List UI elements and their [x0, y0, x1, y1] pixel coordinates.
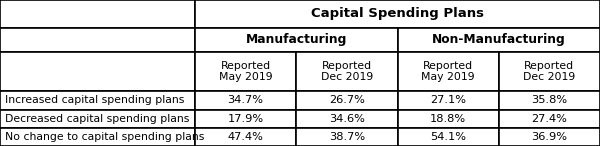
Bar — [0, 128, 195, 146]
Bar — [499, 91, 600, 110]
Text: Decreased capital spending plans: Decreased capital spending plans — [5, 114, 189, 124]
Text: Non-Manufacturing: Non-Manufacturing — [432, 33, 566, 46]
Text: 36.9%: 36.9% — [532, 132, 568, 142]
Text: Increased capital spending plans: Increased capital spending plans — [5, 95, 184, 105]
Bar — [195, 128, 296, 146]
Text: No change to capital spending plans: No change to capital spending plans — [5, 132, 204, 142]
Bar — [195, 110, 296, 128]
Text: Reported
May 2019: Reported May 2019 — [219, 61, 272, 82]
Text: 26.7%: 26.7% — [329, 95, 365, 105]
Bar — [499, 128, 600, 146]
Bar — [398, 91, 499, 110]
Text: Reported
May 2019: Reported May 2019 — [421, 61, 475, 82]
Text: 27.1%: 27.1% — [430, 95, 466, 105]
Bar — [398, 110, 499, 128]
Bar — [398, 128, 499, 146]
Text: 18.8%: 18.8% — [430, 114, 466, 124]
Text: 35.8%: 35.8% — [532, 95, 568, 105]
Text: 34.7%: 34.7% — [227, 95, 263, 105]
Bar — [0, 0, 195, 28]
Bar — [499, 110, 600, 128]
Text: Reported
Dec 2019: Reported Dec 2019 — [523, 61, 575, 82]
Bar — [296, 110, 398, 128]
Bar — [0, 28, 195, 52]
Bar — [0, 91, 195, 110]
Bar — [296, 91, 398, 110]
Bar — [296, 128, 398, 146]
Bar — [195, 0, 600, 28]
Text: 27.4%: 27.4% — [532, 114, 568, 124]
Text: 34.6%: 34.6% — [329, 114, 365, 124]
Bar — [0, 52, 195, 91]
Text: 47.4%: 47.4% — [227, 132, 263, 142]
Text: Capital Spending Plans: Capital Spending Plans — [311, 7, 484, 20]
Bar — [195, 52, 296, 91]
Bar — [398, 28, 600, 52]
Text: 54.1%: 54.1% — [430, 132, 466, 142]
Bar — [296, 52, 398, 91]
Bar — [0, 110, 195, 128]
Bar — [499, 52, 600, 91]
Text: 17.9%: 17.9% — [227, 114, 263, 124]
Bar — [195, 91, 296, 110]
Text: 38.7%: 38.7% — [329, 132, 365, 142]
Bar — [195, 28, 398, 52]
Text: Manufacturing: Manufacturing — [245, 33, 347, 46]
Bar — [398, 52, 499, 91]
Text: Reported
Dec 2019: Reported Dec 2019 — [321, 61, 373, 82]
